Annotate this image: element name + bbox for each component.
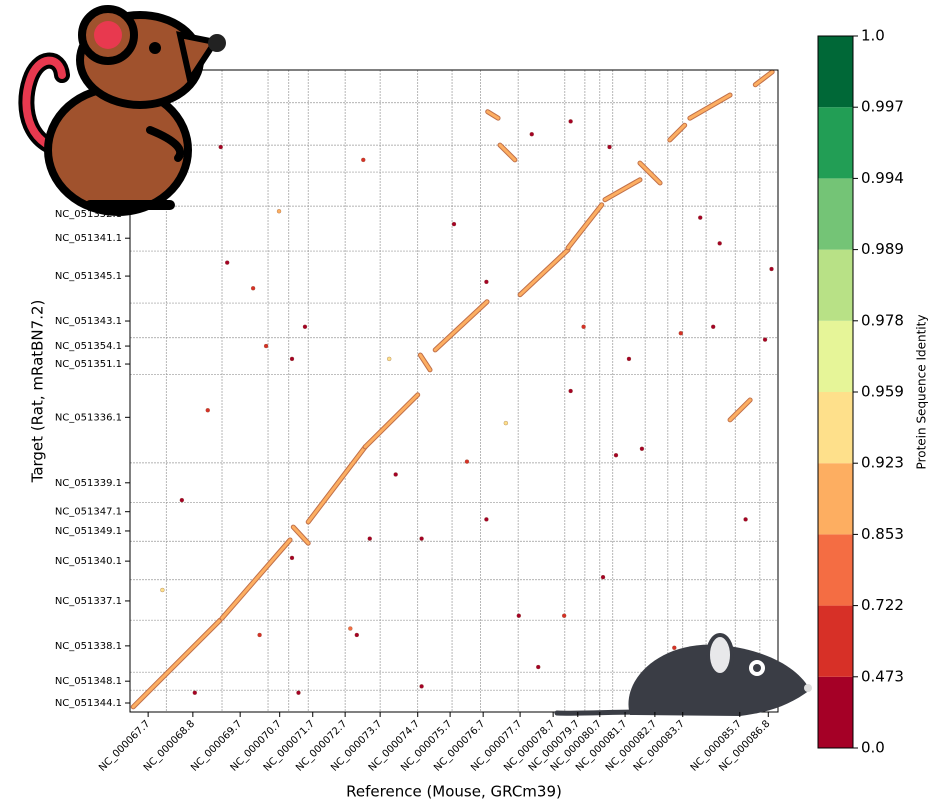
chart: Reference (Mouse, GRCm39) Target (Rat, m… [0, 0, 950, 803]
point [387, 357, 391, 361]
point [303, 325, 307, 329]
point [193, 691, 197, 695]
point [225, 261, 229, 265]
point [264, 344, 268, 348]
colorbar-bin [818, 463, 853, 534]
colorbar-tick-label: 0.0 [861, 739, 885, 757]
point [290, 556, 294, 560]
point [601, 575, 605, 579]
colorbar-tick-label: 0.853 [861, 525, 904, 543]
point [711, 325, 715, 329]
colorbar-bin [818, 178, 853, 249]
colorbar-tick-label: 0.473 [861, 667, 904, 685]
point [219, 145, 223, 149]
point [504, 421, 508, 425]
point [258, 633, 262, 637]
point [394, 472, 398, 476]
point [465, 460, 469, 464]
colorbar-bin [818, 534, 853, 605]
point [296, 691, 300, 695]
y-tick-label: NC_051351.1 [55, 359, 122, 370]
point [484, 517, 488, 521]
point [614, 453, 618, 457]
point [536, 665, 540, 669]
colorbar-bin [818, 392, 853, 463]
point [206, 408, 210, 412]
colorbar-tick-label: 0.994 [861, 169, 904, 187]
point [420, 684, 424, 688]
point [744, 517, 748, 521]
point [368, 537, 372, 541]
point [290, 357, 294, 361]
colorbar-label: Protein Sequence Identity [915, 315, 929, 470]
y-axis-label: Target (Rat, mRatBN7.2) [29, 300, 47, 484]
colorbar-tick-label: 0.989 [861, 240, 904, 258]
point [160, 588, 164, 592]
point [361, 158, 365, 162]
point [698, 216, 702, 220]
y-tick-label: NC_051348.1 [55, 676, 122, 687]
point [355, 633, 359, 637]
point [180, 498, 184, 502]
y-tick-label: NC_051341.1 [55, 233, 122, 244]
y-tick-label: NC_051352.1 [55, 209, 122, 220]
point [627, 357, 631, 361]
colorbar-bin [818, 606, 853, 677]
colorbar-bin [818, 36, 853, 107]
colorbar-tick-label: 0.923 [861, 454, 904, 472]
y-tick-label: NC_051354.1 [55, 341, 122, 352]
y-tick-label: NC_051345.1 [55, 271, 122, 282]
point [530, 132, 534, 136]
point [562, 614, 566, 618]
y-tick-label: NC_051336.1 [55, 412, 122, 423]
y-tick-label: NC_051337.1 [55, 596, 122, 607]
x-axis-label: Reference (Mouse, GRCm39) [346, 783, 562, 801]
point [718, 241, 722, 245]
point [679, 331, 683, 335]
point [517, 614, 521, 618]
point [484, 280, 488, 284]
point [640, 447, 644, 451]
point [452, 222, 456, 226]
colorbar-tick-label: 0.997 [861, 98, 904, 116]
y-tick-label: NC_051339.1 [55, 478, 122, 489]
x-tick-label: NC_000083.7 [632, 718, 687, 773]
x-tick-label: NC_000086.8 [717, 718, 772, 773]
point [348, 627, 352, 631]
y-tick-label: NC_051338.1 [55, 641, 122, 652]
point [569, 389, 573, 393]
point [569, 119, 573, 123]
point [672, 646, 676, 650]
colorbar-tick-label: 1.0 [861, 27, 885, 45]
colorbar-tick-label: 0.722 [861, 596, 904, 614]
point [770, 267, 774, 271]
y-tick-label: NC_051343.1 [55, 316, 122, 327]
point [582, 325, 586, 329]
y-tick-label: NC_051344.1 [55, 698, 122, 709]
point [277, 209, 281, 213]
colorbar-bin [818, 677, 853, 748]
y-tick-label: NC_051340.1 [55, 556, 122, 567]
colorbar-bin [818, 107, 853, 178]
y-tick-label: NC_051347.1 [55, 507, 122, 518]
point [251, 286, 255, 290]
point [420, 537, 424, 541]
colorbar-bin [818, 250, 853, 321]
y-tick-label: NC_051349.1 [55, 526, 122, 537]
point [608, 145, 612, 149]
point [763, 338, 767, 342]
colorbar-tick-label: 0.978 [861, 311, 904, 329]
colorbar-bin [818, 321, 853, 392]
colorbar-tick-label: 0.959 [861, 383, 904, 401]
